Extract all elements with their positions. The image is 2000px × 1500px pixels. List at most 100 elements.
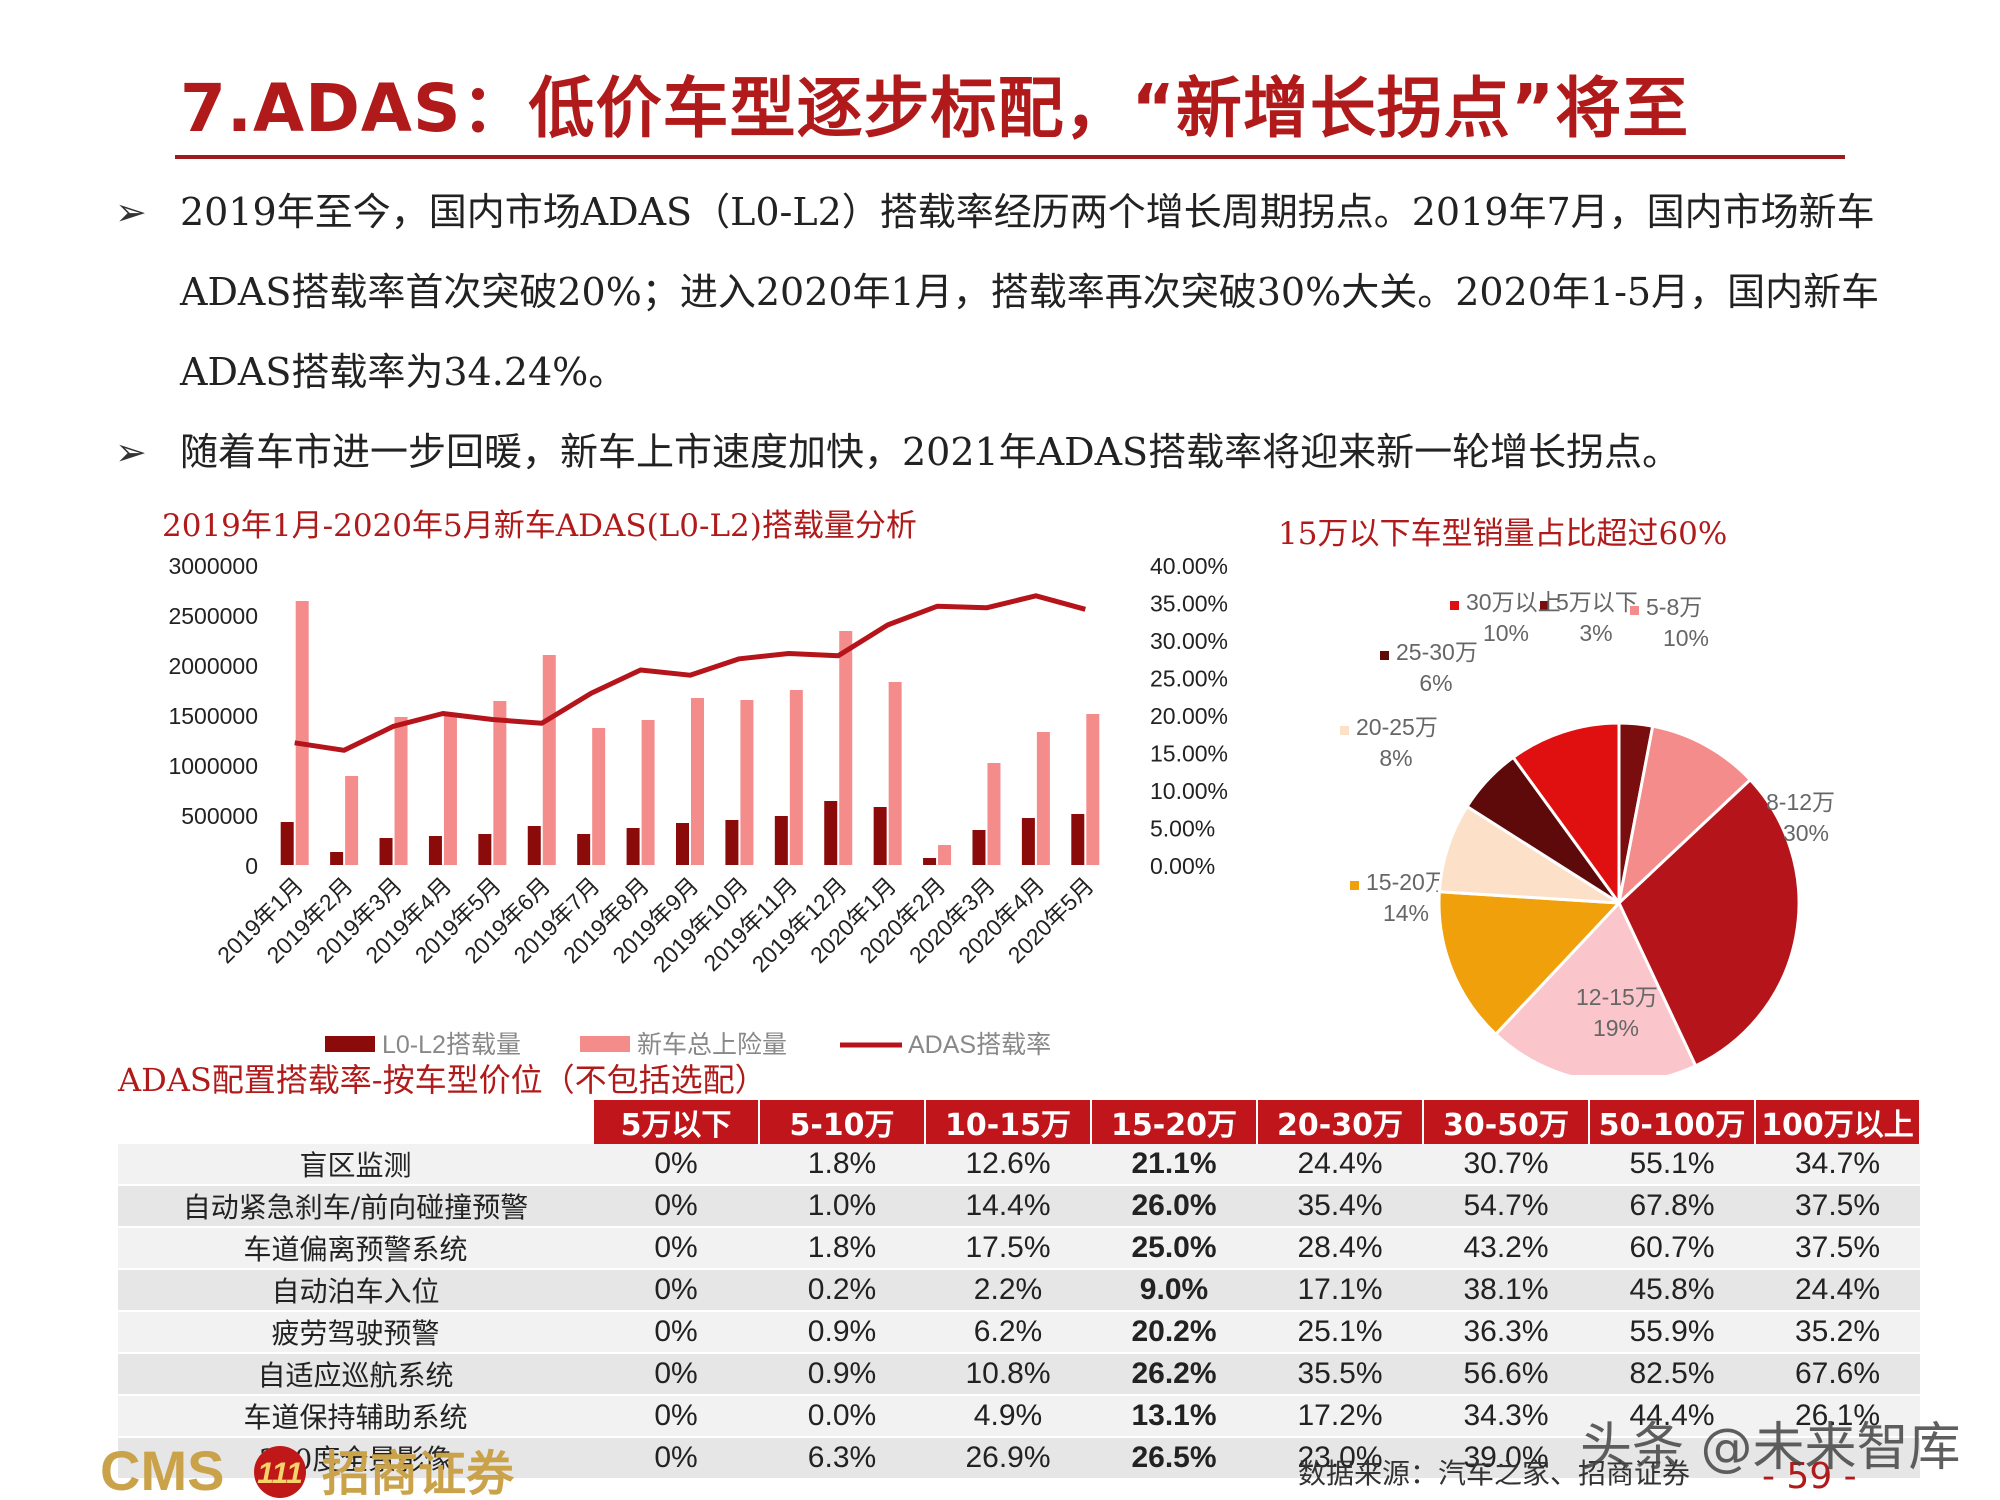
bullet-1-text: 2019年至今，国内市场ADAS（L0-L2）搭载率经历两个增长周期拐点。201… xyxy=(180,190,1880,394)
legend-swatch-total xyxy=(580,1036,630,1052)
table-cell: 0.9% xyxy=(759,1311,925,1354)
legend-swatch-l0-l2 xyxy=(325,1036,375,1052)
bar-total-insured xyxy=(295,601,309,865)
table-cell: 34.3% xyxy=(1423,1395,1589,1438)
table-cell: 26.1% xyxy=(1755,1395,1920,1438)
table-cell: 28.4% xyxy=(1257,1227,1423,1270)
bar-l0-l2 xyxy=(873,807,887,865)
table-cell: 13.1% xyxy=(1091,1395,1257,1438)
y-right-tick-label: 20.00% xyxy=(1150,703,1228,729)
bar-l0-l2 xyxy=(1071,814,1085,865)
table-cell: 6.2% xyxy=(925,1311,1091,1354)
pie-slice-label: 25-30万 xyxy=(1396,639,1478,665)
pie-legend-marker xyxy=(1540,601,1549,610)
table-cell xyxy=(1589,1437,1755,1480)
table-cell: 20.2% xyxy=(1091,1311,1257,1354)
table-cell: 0.0% xyxy=(759,1395,925,1438)
table-cell: 67.6% xyxy=(1755,1353,1920,1396)
bar-l0-l2 xyxy=(923,858,937,865)
row-label: 自适应巡航系统 xyxy=(118,1353,593,1396)
bar-total-insured xyxy=(987,763,1001,865)
table-cell: 1.8% xyxy=(759,1227,925,1270)
data-source: 数据来源：汽车之家、招商证券 xyxy=(1298,1457,1691,1490)
pie-legend-marker xyxy=(1380,651,1389,660)
bar-l0-l2 xyxy=(577,834,591,865)
table-cell: 67.8% xyxy=(1589,1185,1755,1228)
bar-l0-l2 xyxy=(1021,818,1035,865)
pie-legend-marker xyxy=(1750,801,1759,810)
y-left-tick-label: 2500000 xyxy=(168,603,258,629)
y-right-tick-label: 35.00% xyxy=(1150,591,1228,617)
pie-slice-pct: 14% xyxy=(1383,900,1429,926)
y-right-tick-label: 10.00% xyxy=(1150,778,1228,804)
pie-slice xyxy=(1437,890,1623,1037)
table-cell: 26.0% xyxy=(1091,1185,1257,1228)
bullet-arrow-icon: ➢ xyxy=(115,190,147,234)
bar-total-insured xyxy=(1086,714,1100,865)
table-row: 疲劳驾驶预警 0% 0.9% 6.2% 20.2% 25.1% 36.3% 55.9% 35.2… xyxy=(118,1311,1920,1354)
title-divider xyxy=(175,155,1845,159)
table-cell: 0% xyxy=(593,1311,759,1354)
pie-slice xyxy=(1616,724,1753,908)
table-cell: 0% xyxy=(593,1144,759,1186)
pie-slice xyxy=(1493,900,1698,1075)
adas-rate-table: 5万以下 5-10万 10-15万 15-20万 20-30万 30-50万 5… xyxy=(118,1100,1921,1480)
row-label: 车道保持辅助系统 xyxy=(118,1395,593,1438)
bar-total-insured xyxy=(592,728,606,865)
y-left-tick-label: 1000000 xyxy=(168,753,258,779)
table-row: 自动紧急刹车/前向碰撞预警 0% 1.0% 14.4% 26.0% 35.4% 54.7% 6… xyxy=(118,1185,1920,1228)
logo-name: 招商证券 xyxy=(322,1448,515,1500)
pie-slice-pct: 8% xyxy=(1379,745,1412,771)
legend-label-rate: ADAS搭载率 xyxy=(908,1031,1051,1059)
table-cell: 0% xyxy=(593,1353,759,1396)
bar-l0-l2 xyxy=(676,823,689,865)
table-header-cell: 100万以上 xyxy=(1755,1100,1921,1144)
pie-legend-marker xyxy=(1340,726,1349,735)
y-left-tick-label: 0 xyxy=(245,853,258,879)
table-cell: 54.7% xyxy=(1423,1185,1589,1228)
table-title: ADAS配置搭载率-按车型价位（不包括选配） xyxy=(118,1061,767,1099)
bullet-arrow-icon: ➢ xyxy=(115,430,147,474)
table-header-cell: 10-15万 xyxy=(925,1100,1092,1144)
table-cell: 17.2% xyxy=(1257,1395,1423,1438)
table-row: 车道偏离预警系统 0% 1.8% 17.5% 25.0% 28.4% 43.2% 60.7% 3… xyxy=(118,1227,1920,1270)
table-cell: 36.3% xyxy=(1423,1311,1589,1354)
table-row: 盲区监测 0% 1.8% 12.6% 21.1% 24.4% 30.7% 55.1% 34.7% xyxy=(118,1144,1920,1186)
table-header-cell: 15-20万 xyxy=(1091,1100,1258,1144)
bar-total-insured xyxy=(740,700,754,865)
table-cell: 21.1% xyxy=(1091,1144,1257,1186)
y-right-tick-label: 0.00% xyxy=(1150,853,1215,879)
table-cell: 9.0% xyxy=(1091,1269,1257,1312)
table-cell: 0% xyxy=(593,1395,759,1438)
bar-total-insured xyxy=(394,717,408,865)
table-cell: 35.5% xyxy=(1257,1353,1423,1396)
pie-slice xyxy=(1437,804,1620,905)
bar-total-insured xyxy=(938,845,952,865)
watermark: 头条 @未来智库 xyxy=(1580,1418,1961,1478)
pie-slice xyxy=(1617,777,1801,1068)
y-left-tick-label: 3000000 xyxy=(168,553,258,579)
pie-legend-marker xyxy=(1350,881,1359,890)
pie-legend-marker xyxy=(1630,606,1639,615)
bar-l0-l2 xyxy=(824,801,838,865)
bar-l0-l2 xyxy=(725,820,739,865)
table-cell: 26.9% xyxy=(925,1437,1091,1480)
bar-total-insured xyxy=(888,682,902,865)
table-header-cell: 20-30万 xyxy=(1257,1100,1424,1144)
table-cell: 82.5% xyxy=(1589,1353,1755,1396)
pie-slice-label: 8-12万 xyxy=(1766,789,1835,815)
table-cell: 35.2% xyxy=(1755,1311,1920,1354)
table-cell: 0% xyxy=(593,1227,759,1270)
table-header-cell: 50-100万 xyxy=(1589,1100,1756,1144)
table-cell: 38.1% xyxy=(1423,1269,1589,1312)
table-row: 车道保持辅助系统 0% 0.0% 4.9% 13.1% 17.2% 34.3% 44.4% 26… xyxy=(118,1395,1920,1438)
table-cell: 6.3% xyxy=(759,1437,925,1480)
table-cell: 24.4% xyxy=(1257,1144,1423,1186)
table-cell: 2.2% xyxy=(925,1269,1091,1312)
legend-label-l0-l2: L0-L2搭载量 xyxy=(382,1031,521,1059)
table-row: 360度全景影像 0% 6.3% 26.9% 26.5% 23.0% 39.0% xyxy=(118,1437,1920,1480)
table-cell: 55.9% xyxy=(1589,1311,1755,1354)
y-left-tick-label: 1500000 xyxy=(168,703,258,729)
table-cell: 37.5% xyxy=(1755,1185,1920,1228)
pie-slice-label: 15-20万 xyxy=(1366,869,1448,895)
